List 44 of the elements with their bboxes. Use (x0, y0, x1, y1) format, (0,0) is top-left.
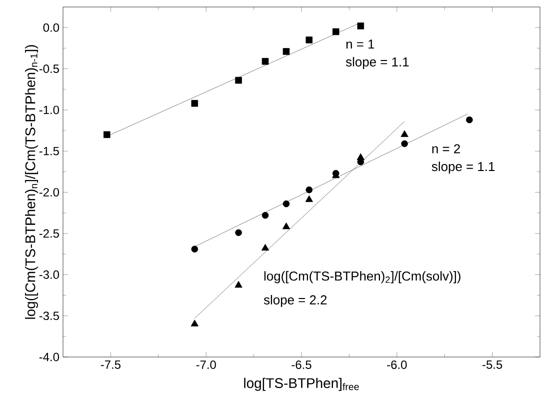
point (401, 140, 408, 148)
y-axis-title: log([Cm(TS-BTPhen)$_{n}$]/[Cm(TS-BTPhen)$_{n-1}$]) (25, 45, 38, 319)
point (466, 116, 473, 124)
y-tick-label: 0.0 (43, 23, 60, 32)
x-tick-label: -7.5 (100, 360, 120, 369)
y-tick-label: -3.5 (39, 312, 59, 320)
y-tick-label: -3.0 (39, 270, 60, 279)
x-tick-label: -7.0 (196, 360, 216, 369)
point (235, 229, 242, 236)
point (235, 76, 242, 84)
y-tick-label: -2.5 (39, 229, 59, 238)
point (104, 131, 110, 138)
point (306, 186, 313, 194)
annotation: n = 2 (432, 144, 460, 154)
point (191, 246, 198, 253)
y-tick-label: -1.5 (39, 146, 59, 156)
annotation: n = 1 (346, 40, 374, 49)
annotation: log([Cm(TS-BTPhen)$_{2}$]/[Cm(solv)]) (264, 271, 460, 284)
annotation: slope = 2.2 (264, 294, 327, 308)
annotation: slope = 1.1 (346, 56, 409, 70)
point (332, 28, 340, 36)
point (400, 130, 408, 137)
point (191, 100, 198, 107)
point (282, 48, 290, 55)
point (234, 280, 242, 288)
point (305, 195, 313, 202)
y-tick-label: -1.0 (39, 106, 60, 114)
x-tick-label: -5.5 (482, 360, 502, 369)
y-tick-label: -0.5 (39, 64, 59, 73)
point (190, 320, 198, 326)
point (282, 222, 290, 230)
y-tick-label: -2.0 (39, 188, 60, 197)
point (306, 36, 313, 44)
point (261, 244, 270, 251)
x-tick-label: -6.5 (292, 360, 312, 369)
point (357, 22, 364, 30)
y-tick-label: -4.0 (39, 352, 60, 362)
point (262, 58, 269, 65)
point (282, 200, 290, 208)
annotation: slope = 1.1 (432, 162, 495, 174)
x-tick-label: -6.0 (387, 360, 407, 369)
x-axis-title: log[TS-BTPhen]$_{free}$ (244, 378, 359, 391)
point (262, 212, 269, 219)
point (356, 153, 364, 160)
